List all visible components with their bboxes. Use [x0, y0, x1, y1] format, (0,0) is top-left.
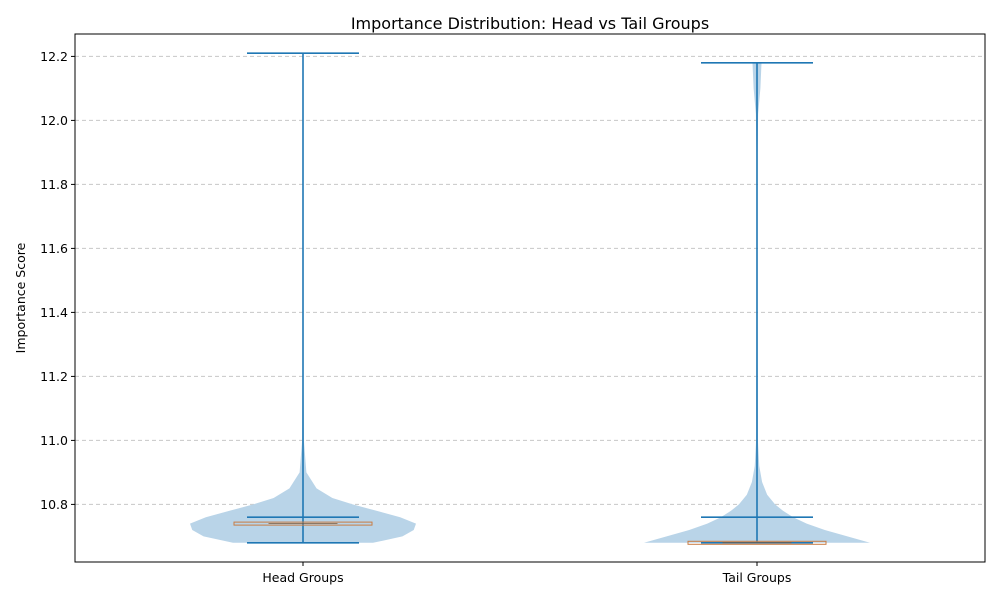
plot-frame	[74, 33, 986, 563]
grid-lines	[75, 55, 985, 505]
y-tick-label: 11.6	[40, 241, 68, 256]
y-tick-label: 11.4	[40, 305, 68, 320]
y-tick-label: 12.0	[40, 113, 68, 128]
y-tick-label: 11.8	[40, 177, 68, 192]
y-tick-label: 10.8	[40, 497, 68, 512]
x-tick-label: Head Groups	[262, 570, 343, 585]
median-marker	[233, 521, 373, 526]
y-tick-label: 11.2	[40, 369, 68, 384]
y-axis-label: Importance Score	[13, 242, 28, 353]
y-tick-label: 12.2	[40, 49, 68, 64]
x-tick-label: Tail Groups	[722, 570, 792, 585]
y-axis: 10.8 11.0 11.2 11.4 11.6 11.8 12.0 12.2	[40, 49, 75, 512]
x-axis: Head Groups Tail Groups	[262, 562, 791, 585]
stat-lines	[233, 52, 827, 545]
chart-title: Importance Distribution: Head vs Tail Gr…	[351, 14, 709, 33]
y-tick-label: 11.0	[40, 433, 68, 448]
median-marker	[687, 540, 827, 545]
